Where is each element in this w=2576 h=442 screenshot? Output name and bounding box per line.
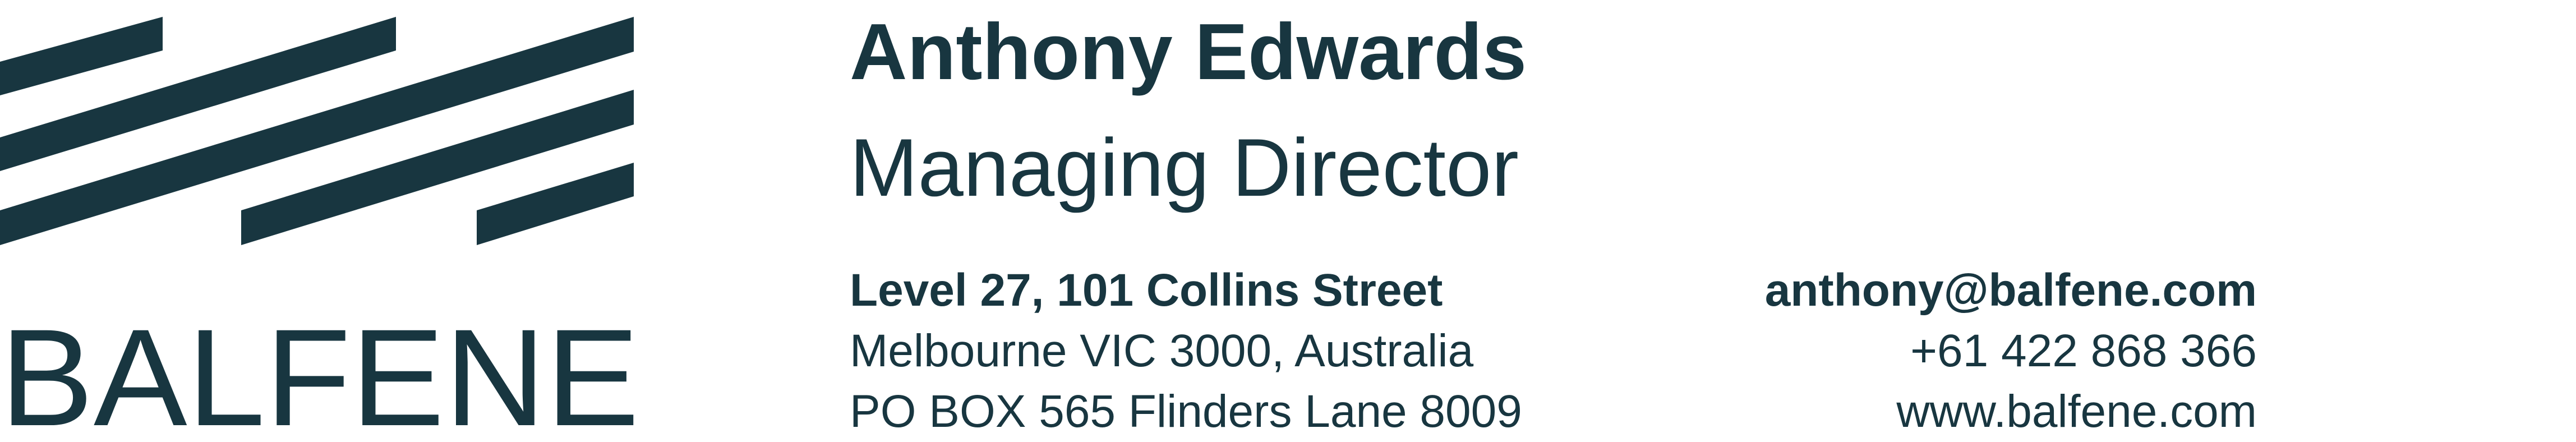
logo-wordmark-text: BALFENE: [0, 320, 639, 432]
logo-stripe-3: [0, 17, 634, 245]
logo-stripe-2: [0, 17, 396, 171]
address-street: Level 27, 101 Collins Street: [850, 265, 1443, 316]
address-block: Level 27, 101 Collins Street Melbourne V…: [850, 260, 1522, 442]
website-link[interactable]: www.balfene.com: [1896, 386, 2257, 437]
person-name: Anthony Edwards: [850, 7, 1527, 96]
address-po-box: PO BOX 565 Flinders Lane 8009: [850, 386, 1522, 437]
logo-stripe-4: [241, 90, 634, 245]
person-title: Managing Director: [850, 122, 1519, 213]
logo-stripe-1: [0, 17, 163, 95]
phone-number[interactable]: +61 422 868 366: [1910, 325, 2257, 376]
contact-block: anthony@balfene.com +61 422 868 366 www.…: [1765, 260, 2257, 442]
logo-stripe-5: [477, 163, 634, 245]
email-link[interactable]: anthony@balfene.com: [1764, 265, 2257, 316]
address-city: Melbourne VIC 3000, Australia: [850, 325, 1474, 376]
balfene-logo-mark-icon: [0, 17, 634, 245]
balfene-wordmark: BALFENE: [0, 320, 639, 432]
